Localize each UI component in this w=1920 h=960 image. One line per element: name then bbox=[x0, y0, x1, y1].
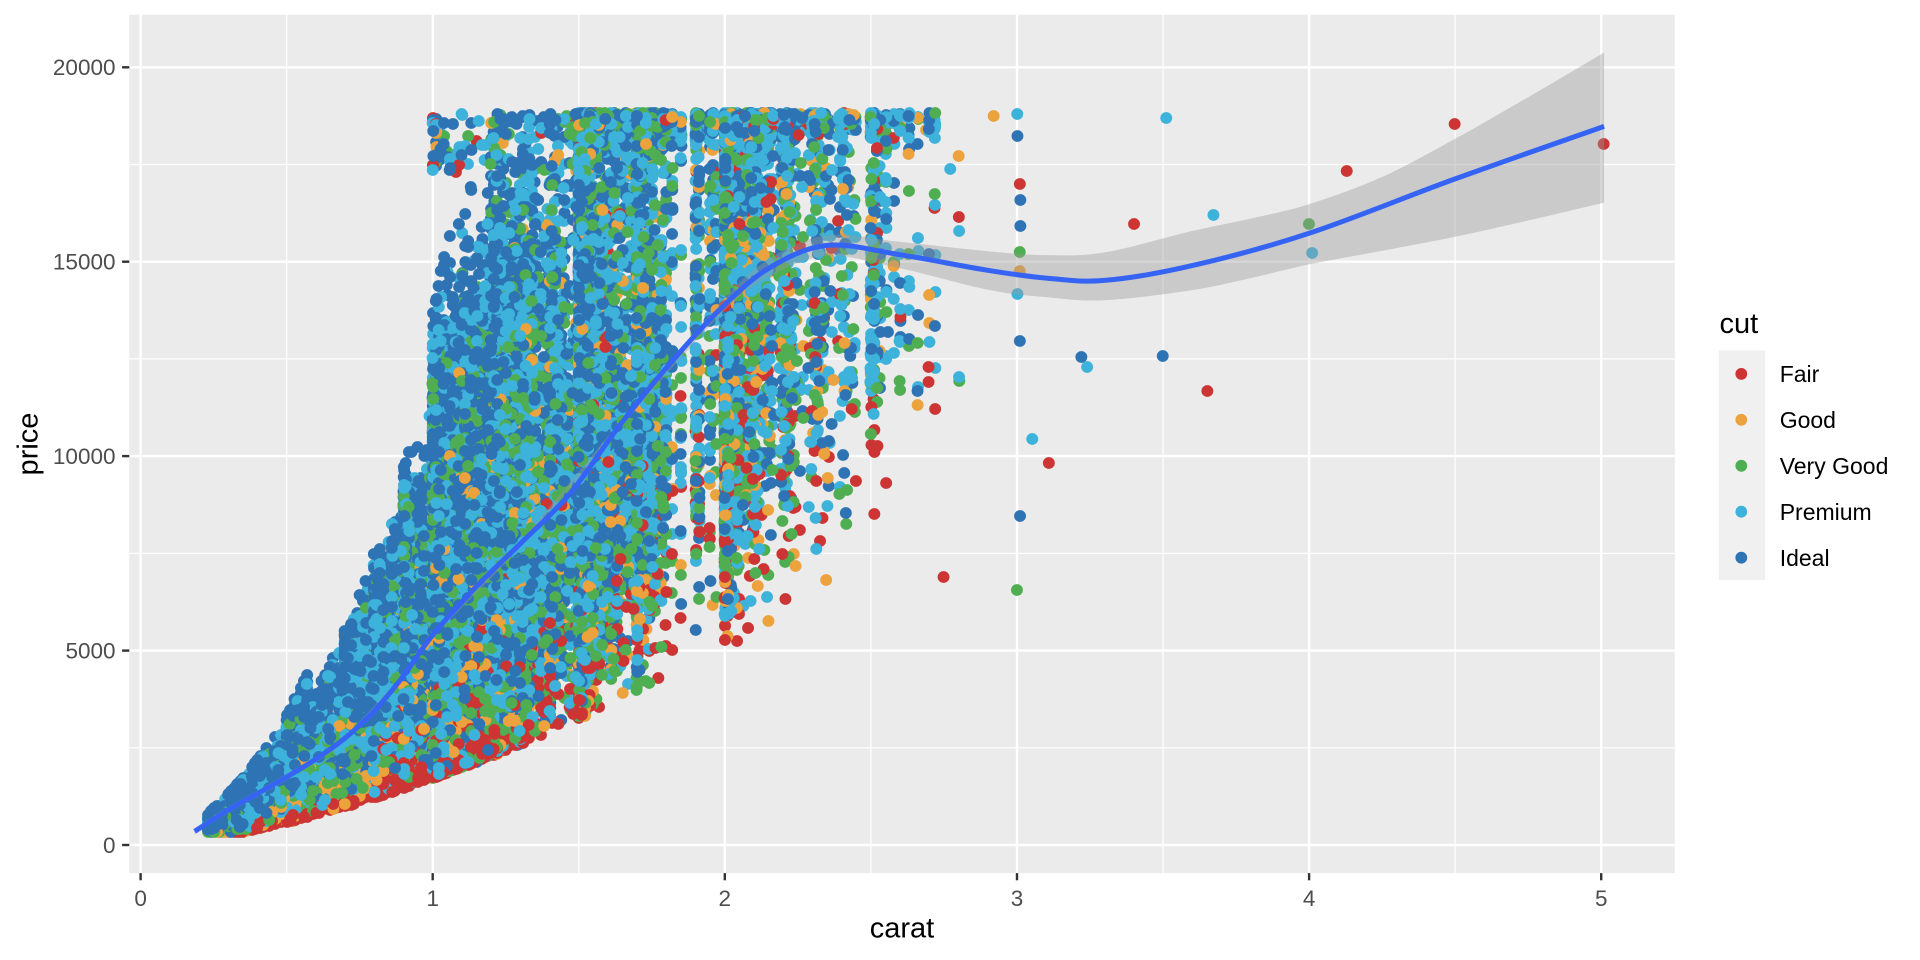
svg-text:cut: cut bbox=[1720, 308, 1759, 340]
svg-text:15000: 15000 bbox=[53, 250, 116, 275]
svg-text:2: 2 bbox=[719, 886, 732, 911]
svg-text:5000: 5000 bbox=[65, 638, 115, 663]
svg-text:Ideal: Ideal bbox=[1780, 545, 1830, 571]
svg-text:20000: 20000 bbox=[53, 55, 116, 80]
svg-text:Fair: Fair bbox=[1780, 361, 1820, 387]
svg-text:Good: Good bbox=[1780, 407, 1836, 433]
svg-text:0: 0 bbox=[134, 886, 147, 911]
svg-text:price: price bbox=[13, 413, 45, 476]
svg-text:1: 1 bbox=[426, 886, 439, 911]
svg-text:0: 0 bbox=[103, 833, 116, 858]
svg-text:10000: 10000 bbox=[53, 444, 116, 469]
svg-text:carat: carat bbox=[870, 913, 934, 945]
svg-text:5: 5 bbox=[1595, 886, 1608, 911]
svg-text:3: 3 bbox=[1011, 886, 1024, 911]
svg-text:Very Good: Very Good bbox=[1780, 453, 1889, 479]
svg-text:4: 4 bbox=[1303, 886, 1316, 911]
svg-text:Premium: Premium bbox=[1780, 499, 1872, 525]
